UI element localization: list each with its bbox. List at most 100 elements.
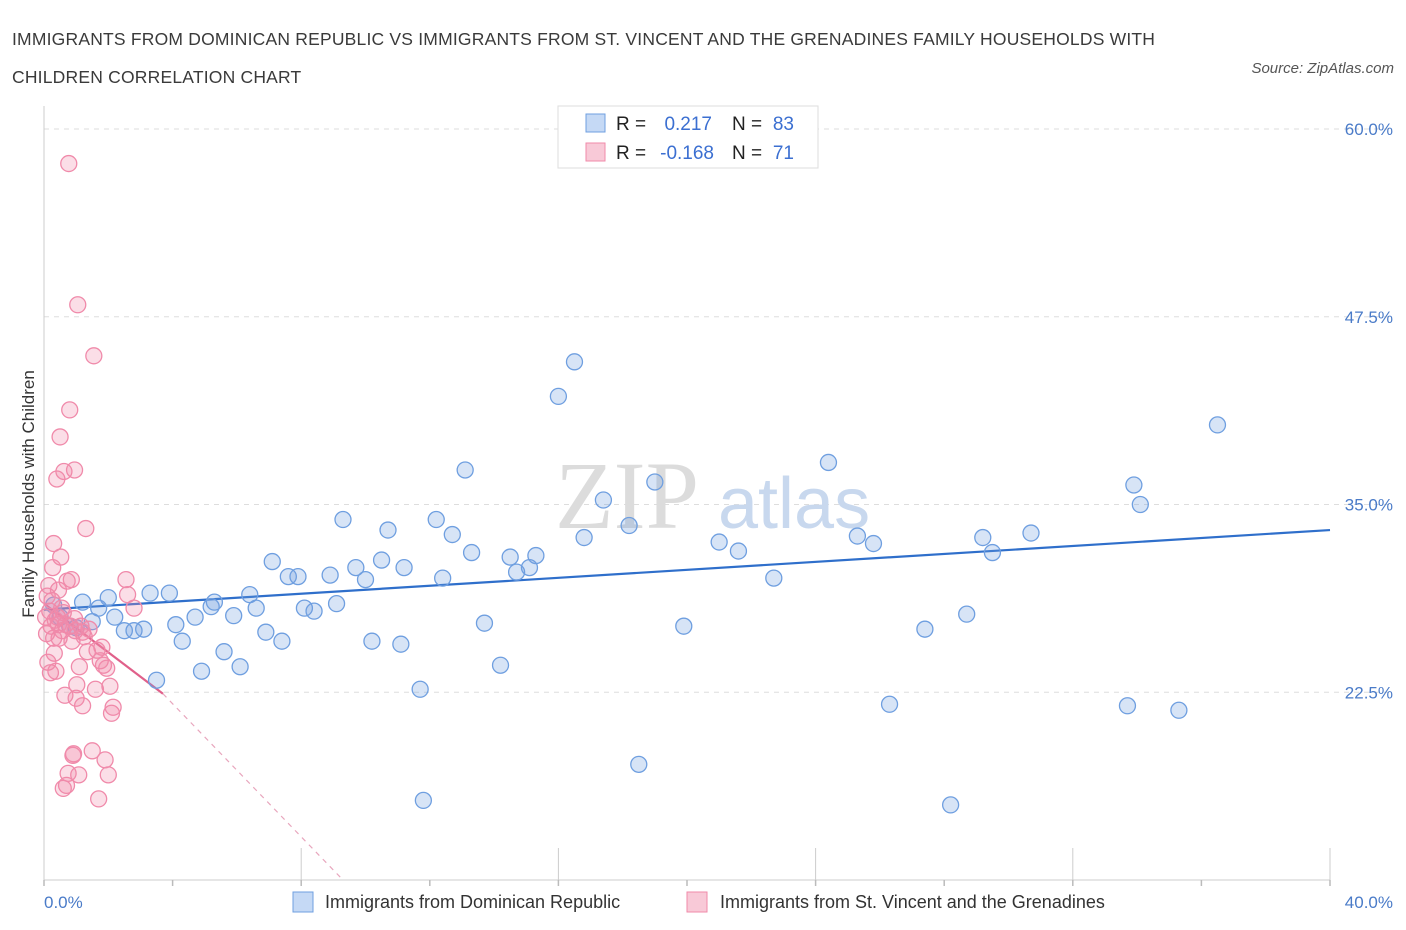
- point-blue-46: [434, 569, 452, 587]
- point-blue-50: [475, 614, 494, 632]
- trend-lines: [43, 528, 1331, 881]
- point-blue-78: [1125, 476, 1143, 494]
- point-blue-37: [356, 570, 375, 589]
- point-blue-23: [231, 658, 249, 676]
- point-blue-75: [983, 543, 1002, 562]
- point-pink-24: [56, 686, 74, 704]
- point-blue-63: [675, 617, 693, 635]
- legend-swatch-blue: [585, 113, 606, 133]
- point-blue-49: [462, 543, 481, 562]
- point-pink-50: [85, 347, 103, 365]
- point-pink-70: [73, 623, 92, 641]
- bottom-legend-swatch-pink: [686, 891, 708, 913]
- point-blue-21: [215, 643, 233, 661]
- point-pink-58: [98, 659, 116, 677]
- point-blue-51: [491, 656, 510, 674]
- point-blue-34: [327, 594, 346, 613]
- point-blue-15: [167, 616, 185, 634]
- y-tick-labels: 22.5% 35.0% 47.5% 60.0%: [1345, 120, 1393, 702]
- point-pink-60: [101, 677, 119, 695]
- bottom-legend-swatch-blue: [292, 891, 314, 913]
- point-blue-9: [115, 622, 134, 640]
- point-pink-40: [69, 296, 87, 314]
- point-pink-61: [102, 704, 121, 722]
- bottom-legend: Immigrants from Dominican Republic Immig…: [292, 891, 1105, 913]
- point-pink-35: [64, 745, 83, 763]
- point-blue-29: [279, 567, 297, 586]
- y-tick-label-2: 47.5%: [1345, 308, 1393, 327]
- point-blue-58: [575, 528, 593, 547]
- point-blue-25: [247, 599, 265, 617]
- point-pink-30: [61, 401, 79, 419]
- point-pink-11: [45, 644, 63, 662]
- point-blue-39: [372, 551, 391, 569]
- point-blue-65: [729, 542, 748, 560]
- point-blue-32: [305, 602, 323, 620]
- point-blue-8: [106, 608, 124, 626]
- point-blue-33: [321, 566, 339, 584]
- point-pink-57: [96, 751, 114, 769]
- point-blue-56: [549, 387, 568, 406]
- legend-r-label-0: R =: [616, 114, 646, 135]
- point-blue-44: [414, 791, 433, 810]
- point-blue-35: [334, 510, 352, 529]
- point-pink-41: [70, 766, 88, 784]
- point-blue-57: [565, 353, 584, 371]
- point-blue-38: [363, 632, 381, 650]
- point-blue-11: [135, 620, 153, 638]
- point-blue-64: [710, 533, 728, 551]
- point-pink-19: [52, 548, 70, 566]
- point-pink-44: [73, 697, 92, 715]
- point-pink-52: [88, 641, 106, 659]
- data-points: [36, 121, 1227, 814]
- point-pink-55: [93, 638, 111, 656]
- point-blue-62: [646, 473, 664, 491]
- point-blue-69: [864, 534, 883, 553]
- legend-swatch-pink: [585, 142, 606, 162]
- point-blue-7: [99, 588, 117, 607]
- point-blue-52: [501, 548, 519, 566]
- legend-n-value-1: 71: [773, 143, 794, 164]
- watermark-atlas: atlas: [718, 464, 870, 544]
- point-blue-12: [141, 584, 159, 602]
- point-blue-17: [186, 608, 204, 626]
- point-blue-36: [347, 558, 365, 577]
- point-pink-13: [47, 662, 65, 680]
- point-pink-62: [104, 698, 122, 716]
- x-tick-max: 40.0%: [1345, 893, 1393, 912]
- point-blue-61: [630, 755, 648, 773]
- point-blue-27: [263, 552, 281, 571]
- x-tick-min: 0.0%: [44, 893, 83, 912]
- point-pink-32: [62, 570, 80, 589]
- point-blue-22: [225, 607, 243, 625]
- point-blue-53: [507, 563, 526, 581]
- axes: [43, 106, 1331, 886]
- point-blue-45: [427, 510, 445, 529]
- point-blue-41: [392, 635, 410, 653]
- point-blue-59: [594, 491, 613, 509]
- point-pink-56: [94, 656, 113, 674]
- point-pink-66: [44, 629, 63, 647]
- point-blue-71: [916, 620, 934, 638]
- point-blue-67: [819, 453, 838, 472]
- point-blue-76: [1022, 524, 1040, 542]
- legend-n-label-1: N =: [732, 143, 762, 164]
- point-pink-16: [49, 581, 68, 599]
- legend-n-label-0: N =: [732, 114, 762, 135]
- point-pink-29: [60, 154, 78, 173]
- legend-r-value-0: 0.217: [664, 114, 712, 135]
- point-pink-42: [70, 658, 89, 676]
- point-pink-53: [90, 790, 108, 808]
- point-blue-20: [205, 593, 224, 611]
- point-blue-73: [958, 605, 976, 623]
- point-blue-42: [395, 558, 413, 577]
- point-blue-79: [1131, 495, 1149, 514]
- bottom-legend-label-pink: Immigrants from St. Vincent and the Gren…: [720, 892, 1105, 912]
- point-blue-47: [443, 525, 461, 544]
- point-blue-18: [192, 662, 211, 680]
- point-pink-63: [117, 570, 135, 589]
- y-tick-label-3: 60.0%: [1345, 120, 1393, 139]
- point-blue-77: [1118, 697, 1137, 715]
- point-blue-14: [160, 584, 179, 602]
